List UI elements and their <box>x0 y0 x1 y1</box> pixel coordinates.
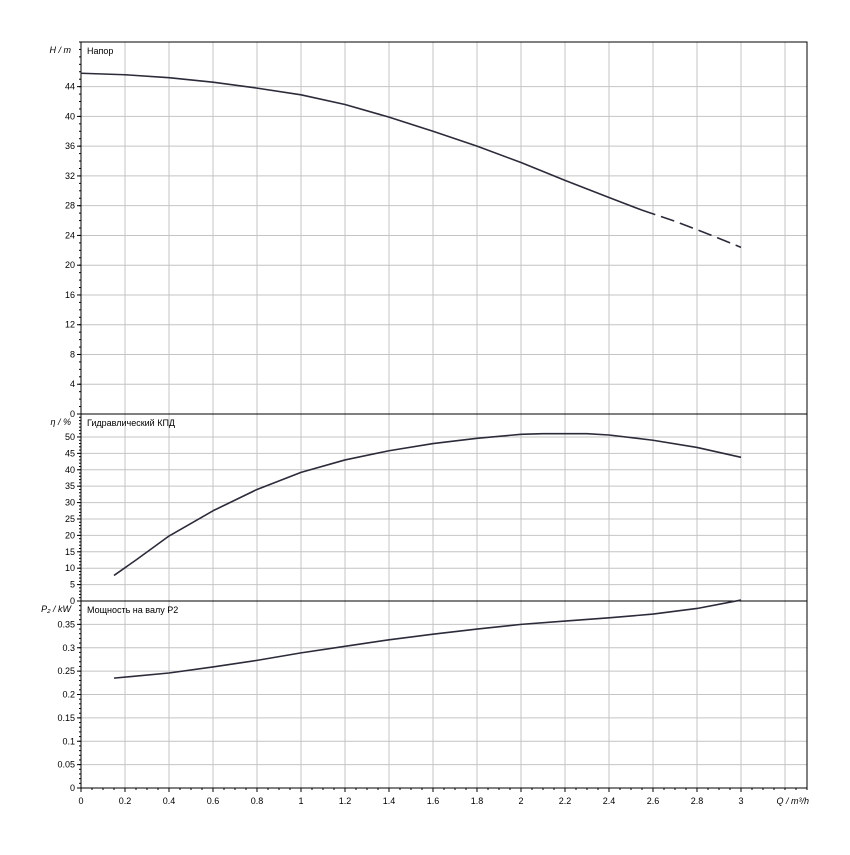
series-line-power-0 <box>113 599 742 679</box>
x-tick-label: 3 <box>738 796 743 806</box>
x-tick-label: 1.2 <box>339 796 352 806</box>
y-tick-label: 0.05 <box>57 760 75 770</box>
x-tick-label: 1.4 <box>383 796 396 806</box>
y-tick-label: 28 <box>65 201 75 211</box>
x-tick-label: 0 <box>78 796 83 806</box>
panel-head: 0 4 8 12 16 20 24 28 32 36 40 44 Напор H / m <box>50 41 808 419</box>
y-tick-label: 0.1 <box>62 736 75 746</box>
x-tick-label: 0.8 <box>251 796 264 806</box>
y-tick-label: 0 <box>70 783 75 793</box>
y-axis-label: H / m <box>50 45 72 55</box>
y-tick-label: 8 <box>70 349 75 359</box>
y-tick-label: 32 <box>65 171 75 181</box>
y-tick-label: 5 <box>70 580 75 590</box>
y-tick-label: 12 <box>65 320 75 330</box>
x-tick-label: 1.8 <box>471 796 484 806</box>
panel-frame <box>80 41 808 415</box>
y-tick-label: 0.25 <box>57 666 75 676</box>
y-tick-label: 0.15 <box>57 713 75 723</box>
y-tick-label: 0.2 <box>62 690 75 700</box>
x-tick-label: 0.2 <box>119 796 132 806</box>
series-line-efficiency-0 <box>113 432 742 577</box>
y-tick-label: 40 <box>65 111 75 121</box>
y-tick-label: 4 <box>70 379 75 389</box>
series-line-head-1 <box>641 209 742 249</box>
panel-title: Мощность на валу P2 <box>87 605 178 615</box>
x-tick-label: 1.6 <box>427 796 440 806</box>
y-tick-label: 10 <box>65 563 75 573</box>
x-tick-label: 2.6 <box>647 796 660 806</box>
y-axis-label: P₂ / kW <box>41 604 72 614</box>
y-tick-label: 15 <box>65 547 75 557</box>
y-tick-label: 20 <box>65 260 75 270</box>
x-tick-label: 2.2 <box>559 796 572 806</box>
x-axis-label: Q / m³/h <box>776 796 809 806</box>
x-tick-label: 0.6 <box>207 796 220 806</box>
y-tick-label: 36 <box>65 141 75 151</box>
y-tick-label: 20 <box>65 530 75 540</box>
y-tick-label: 44 <box>65 82 75 92</box>
y-tick-label: 50 <box>65 432 75 442</box>
y-axis-label: η / % <box>50 417 71 427</box>
y-tick-label: 25 <box>65 514 75 524</box>
y-tick-label: 0.35 <box>57 619 75 629</box>
y-tick-label: 35 <box>65 481 75 491</box>
y-tick-label: 40 <box>65 465 75 475</box>
y-tick-label: 45 <box>65 448 75 458</box>
x-tick-label: 2.8 <box>691 796 704 806</box>
y-tick-label: 24 <box>65 230 75 240</box>
panel-title: Напор <box>87 46 113 56</box>
panel-efficiency: 0 5 10 15 20 25 30 35 40 45 50 Гидравлический КПД η … <box>50 413 808 606</box>
x-tick-label: 2.4 <box>603 796 616 806</box>
x-tick-label: 1 <box>298 796 303 806</box>
x-axis: 0 0.2 0.4 0.6 0.8 1 1.2 1.4 1.6 1.8 2 2.2 2.4 2.6 2.8 3… <box>78 788 809 806</box>
y-tick-label: 0.3 <box>62 643 75 653</box>
x-tick-label: 0.4 <box>163 796 176 806</box>
y-tick-label: 0 <box>70 409 75 419</box>
y-tick-label: 16 <box>65 290 75 300</box>
y-tick-label: 0 <box>70 596 75 606</box>
x-tick-label: 2 <box>518 796 523 806</box>
y-tick-label: 30 <box>65 498 75 508</box>
panel-title: Гидравлический КПД <box>87 418 175 428</box>
series-line-head-0 <box>80 72 643 211</box>
panel-power: 0 0.05 0.1 0.15 0.2 0.25 0.3 0.35 Мощность на ва… <box>41 599 808 793</box>
